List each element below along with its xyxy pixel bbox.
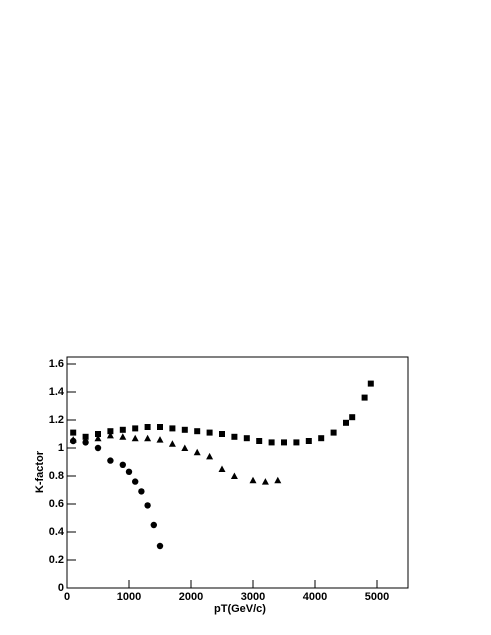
data-point [119,461,127,468]
data-point [343,419,349,426]
data-point [125,468,133,475]
x-tick-label: 2000 [179,591,203,603]
data-point [206,429,213,436]
x-tick-label: 1000 [117,591,141,603]
data-point [131,434,139,442]
data-point [193,448,201,456]
data-point [107,428,114,435]
data-point [94,444,102,452]
data-point [194,428,201,435]
data-point [82,439,89,446]
data-point [70,429,77,436]
data-point [157,424,163,430]
data-point [70,437,77,445]
y-tick-label: 1 [58,442,64,454]
data-point [218,465,226,472]
y-tick-label: 0.6 [49,498,64,510]
data-point [349,414,356,421]
plot-frame [66,356,409,589]
data-point [107,457,114,464]
data-point [132,425,139,432]
data-point [181,444,189,451]
data-point [181,426,188,433]
data-point [119,426,126,433]
data-point [219,431,225,437]
y-tick-label: 0.8 [49,470,64,482]
data-point [169,425,176,432]
data-point [144,502,151,509]
data-point [231,433,238,440]
y-tick-label: 1.4 [49,386,65,398]
data-point [168,440,176,447]
data-point [156,436,164,443]
data-point [281,439,287,446]
data-point [256,438,263,444]
data-point [94,434,102,442]
data-point [144,424,151,430]
y-tick-label: 0 [58,582,64,594]
x-tick-label: 3000 [241,591,265,603]
data-point [305,438,312,444]
y-axis-label: K-factor [34,450,46,493]
x-tick-label: 0 [64,591,70,603]
data-point [150,521,157,529]
x-tick-label: 4000 [303,591,327,603]
data-point [268,439,275,446]
data-point [106,431,114,439]
y-tick-label: 0.2 [49,554,64,566]
data-point [361,394,368,401]
y-tick-label: 1.2 [49,414,64,426]
data-point [261,478,269,485]
x-axis-label: pT(GeV/c) [214,603,266,615]
data-point [156,542,164,550]
data-point [318,435,325,442]
data-point [82,433,89,440]
data-point [138,488,145,495]
data-point [144,434,152,442]
data-point [293,439,300,446]
data-point [243,435,250,442]
data-point [367,380,374,387]
data-point [249,476,257,484]
data-point [95,431,101,437]
data-point [119,433,127,440]
data-point [230,472,238,479]
data-point [206,452,214,460]
y-tick-label: 1.6 [49,358,64,370]
y-tick-label: 0.4 [49,526,65,538]
data-point [274,476,282,484]
x-tick-label: 5000 [365,591,389,603]
data-point [132,478,139,485]
data-point [330,429,337,436]
